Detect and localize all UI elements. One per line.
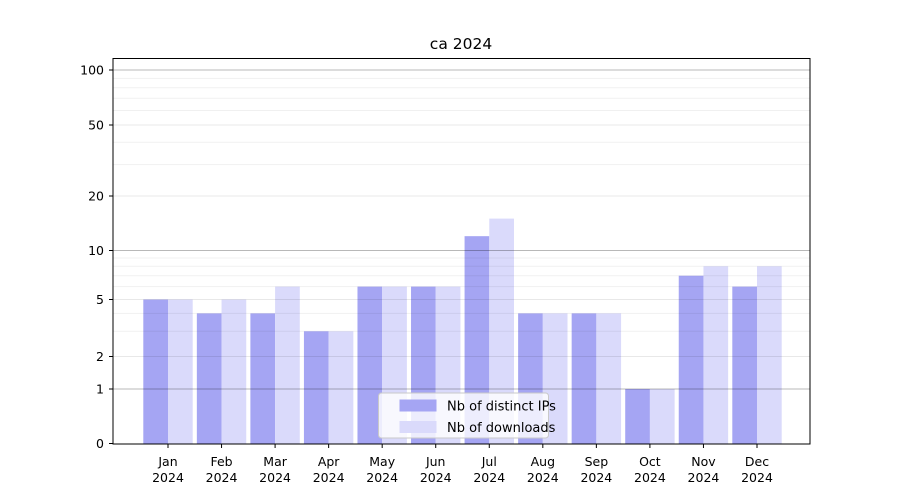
y-tick-label-10: 10 [88,243,104,258]
bar-feb-series1 [221,299,247,444]
bar-feb-series0 [196,313,222,444]
x-tick-label-month-jun: Jun [425,454,446,469]
bar-apr-series1 [328,331,354,444]
y-tick-label-20: 20 [88,189,104,204]
bar-dec-series0 [732,286,757,444]
x-tick-label-year-dec: 2024 [741,470,773,485]
bar-nov-series1 [703,266,729,444]
x-tick-label-year-sep: 2024 [580,470,612,485]
bar-oct-series1 [649,389,675,444]
y-tick-label-5: 5 [96,292,104,307]
x-tick-label-month-dec: Dec [745,454,769,469]
bar-nov-series0 [678,275,704,444]
legend-label-downloads: Nb of downloads [447,421,556,436]
legend-swatch-distinct-ips [399,399,437,412]
legend-label-distinct-ips: Nb of distinct IPs [447,400,556,415]
legend: Nb of distinct IPs Nb of downloads [378,392,556,439]
x-tick-label-month-may: May [369,454,395,469]
x-tick-label-month-aug: Aug [531,454,555,469]
x-tick-label-month-mar: Mar [263,454,287,469]
bar-jan-series1 [168,299,193,444]
y-tick-label-1: 1 [96,382,104,397]
x-tick-label-year-jun: 2024 [420,470,452,485]
plot-border [112,58,811,445]
bar-sep-series1 [596,313,622,444]
grid-layer [113,69,810,390]
bar-apr-series0 [303,331,329,444]
x-tick-label-year-mar: 2024 [259,470,291,485]
x-tick-label-month-apr: Apr [318,454,340,469]
y-tick-label-50: 50 [88,118,104,133]
x-tick-label-year-jan: 2024 [152,470,184,485]
bar-mar-series0 [250,313,276,444]
chart-title: ca 2024 [430,35,492,53]
x-tick-label-year-jul: 2024 [473,470,505,485]
bar-mar-series1 [275,286,300,444]
y-tick-label-0: 0 [96,436,104,451]
x-tick-label-year-feb: 2024 [206,470,238,485]
x-tick-label-year-nov: 2024 [688,470,720,485]
legend-swatch-downloads [399,421,437,433]
bar-dec-series1 [757,266,782,444]
ticks-layer: 0125102050100Jan2024Feb2024Mar2024Apr202… [80,63,773,486]
x-tick-label-month-oct: Oct [639,454,661,469]
x-tick-label-year-oct: 2024 [634,470,666,485]
x-tick-label-month-jul: Jul [481,454,497,469]
bar-jan-series0 [143,299,168,444]
x-tick-label-month-sep: Sep [585,454,609,469]
y-tick-label-2: 2 [96,349,104,364]
x-tick-label-month-feb: Feb [210,454,232,469]
bar-oct-series0 [625,389,650,444]
x-tick-label-year-may: 2024 [366,470,398,485]
x-tick-label-month-jan: Jan [157,454,177,469]
x-tick-label-month-nov: Nov [691,454,716,469]
x-tick-label-year-apr: 2024 [313,470,345,485]
y-tick-label-100: 100 [80,63,104,78]
x-tick-label-year-aug: 2024 [527,470,559,485]
bar-sep-series0 [571,313,597,444]
